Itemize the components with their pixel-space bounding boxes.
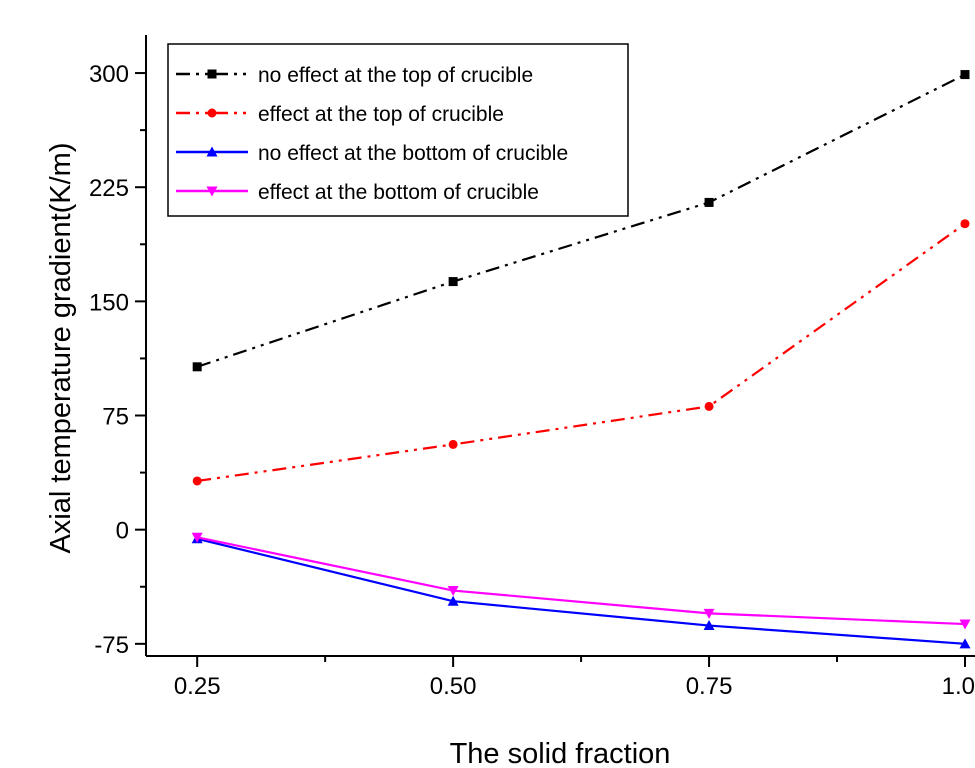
y-tick-label: -75 xyxy=(94,632,129,659)
data-point xyxy=(703,620,715,631)
x-axis-label: The solid fraction xyxy=(450,738,671,768)
data-point xyxy=(704,197,714,207)
y-axis-label: Axial temperature gradient(K/m) xyxy=(45,143,77,554)
y-tick-label: 0 xyxy=(116,518,129,545)
y-tick-label: 300 xyxy=(89,61,129,88)
y-tick-label: 225 xyxy=(89,175,129,202)
data-point xyxy=(960,70,970,80)
legend-label: effect at the top of crucible xyxy=(258,103,504,126)
x-tick-label: 0.50 xyxy=(430,673,477,700)
y-tick-label: 150 xyxy=(89,289,129,316)
legend-marker xyxy=(206,146,218,157)
series-1 xyxy=(192,219,970,486)
legend-label: effect at the bottom of crucible xyxy=(258,181,539,204)
legend-marker xyxy=(206,186,218,197)
axes: -75 0 75 150 225 300 0.25 0.50 0.75 1.00 xyxy=(89,35,975,700)
legend-label: no effect at the top of crucible xyxy=(258,64,533,87)
data-point xyxy=(704,401,714,411)
series-line xyxy=(196,537,966,645)
series-line xyxy=(196,73,966,368)
legend-marker xyxy=(207,108,217,118)
data-point xyxy=(191,532,203,543)
data-point xyxy=(960,219,970,229)
legend: no effect at the top of crucible effect a… xyxy=(167,43,629,217)
data-point xyxy=(447,595,459,606)
x-tick-label: 0.25 xyxy=(174,673,221,700)
x-tick-label: 0.75 xyxy=(686,673,733,700)
series-0 xyxy=(192,70,970,372)
legend-marker xyxy=(207,69,217,79)
x-tick-label: 1.00 xyxy=(942,673,975,700)
data-point xyxy=(959,619,971,630)
data-point xyxy=(192,476,202,486)
series-line xyxy=(196,536,966,626)
series-line xyxy=(197,222,966,483)
data-point xyxy=(448,439,458,449)
series-layer xyxy=(191,70,971,649)
series-2 xyxy=(191,533,971,649)
data-point xyxy=(192,362,202,372)
data-point xyxy=(959,638,971,649)
data-point xyxy=(703,608,715,619)
legend-label: no effect at the bottom of crucible xyxy=(258,142,568,165)
data-point xyxy=(448,277,458,287)
legend-box xyxy=(167,43,629,217)
series-3 xyxy=(191,532,971,630)
y-tick-label: 75 xyxy=(102,404,129,431)
data-point xyxy=(447,586,459,597)
